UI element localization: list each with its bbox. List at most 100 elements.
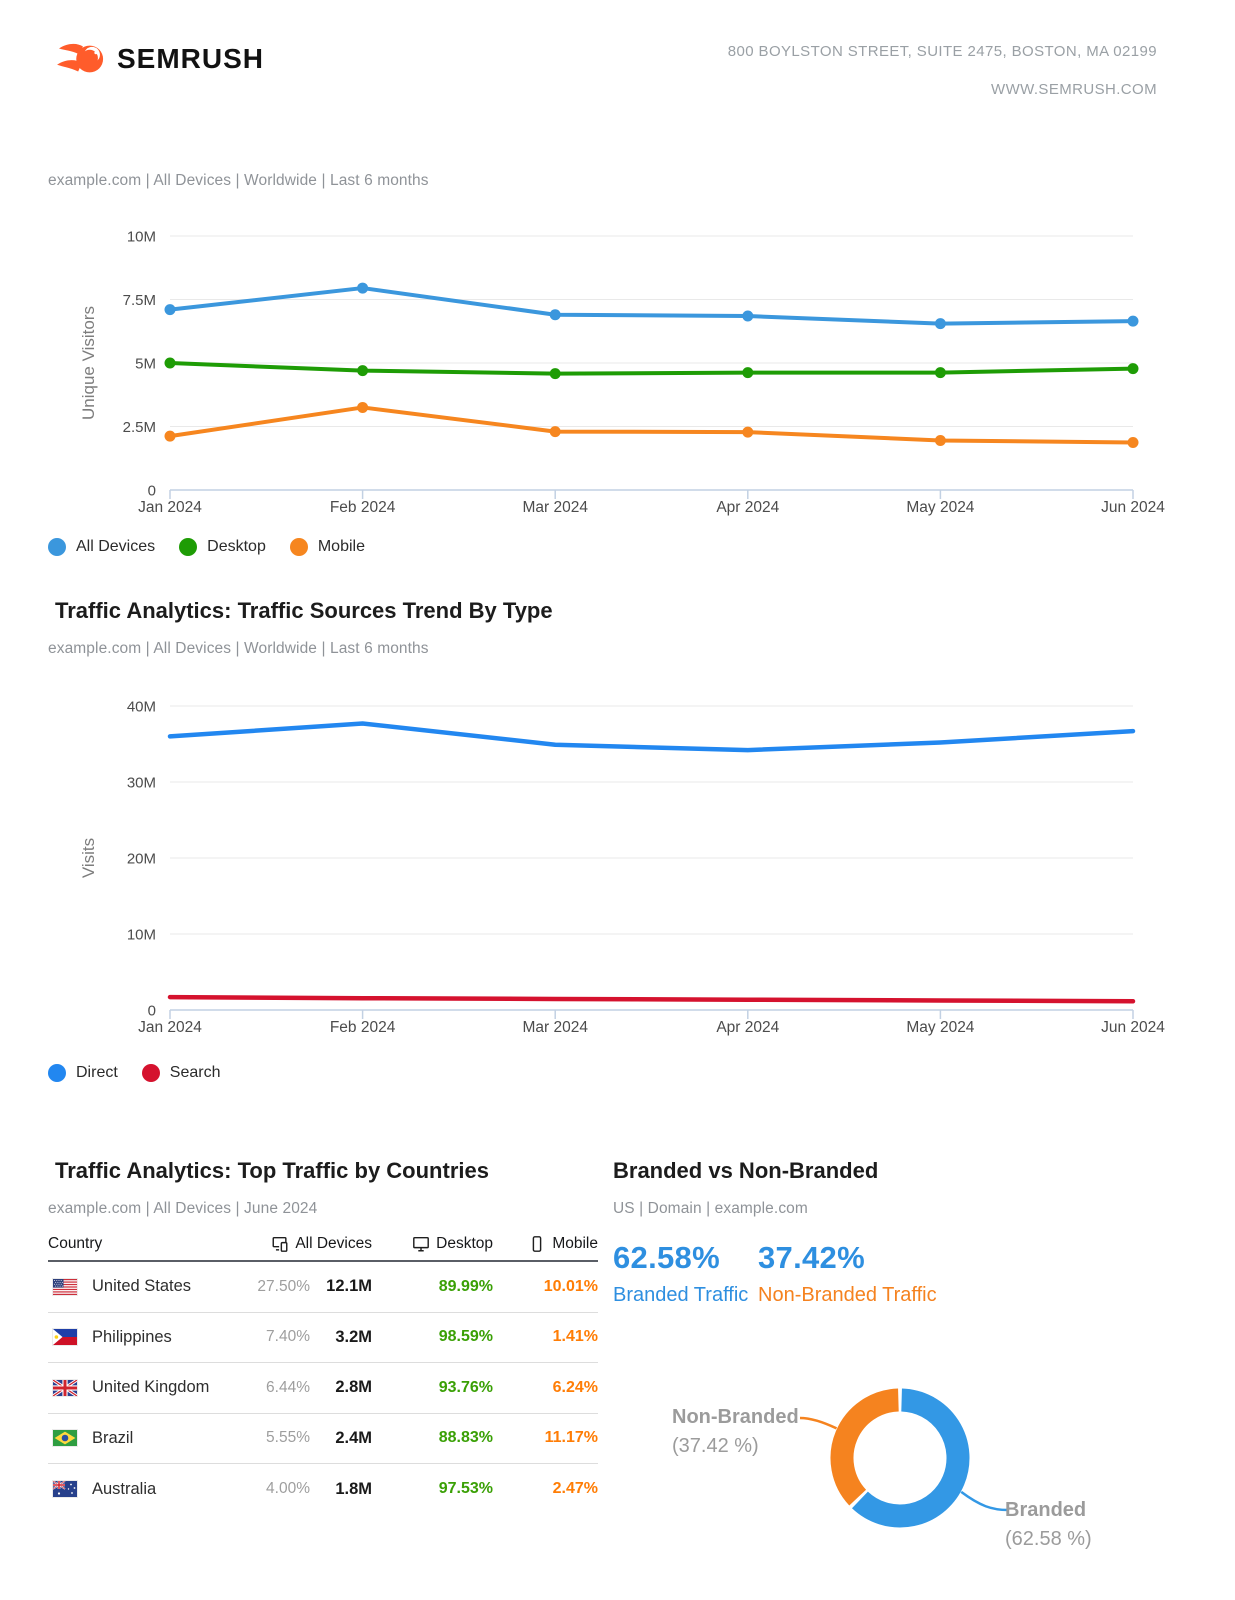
address-line2: WWW.SEMRUSH.COM [991,81,1157,98]
svg-text:0: 0 [148,1002,156,1019]
svg-text:Jan 2024: Jan 2024 [138,499,202,516]
semrush-logo: SEMRUSH [57,36,264,82]
legend-dot-icon [179,538,198,556]
all-devices-visits: 12.1M [326,1277,372,1296]
svg-text:30M: 30M [127,774,156,791]
unique-visitors-line-chart: 0 2.5M 5M 7.5M 10M Unique Visitors Jan 2024 Feb… [79,228,1165,516]
company-address: 800 BOYLSTON STREET, SUITE 2475, BOSTON,… [728,33,1157,109]
unique-visitors-subtitle: example.com | All Devices | Worldwide | … [48,172,429,189]
all-devices-share: 5.55% [266,1429,310,1447]
donut-nonbranded-name: Non-Branded [672,1406,799,1428]
legend-item: All Devices [48,538,155,556]
svg-text:Jun 2024: Jun 2024 [1101,1019,1165,1036]
svg-text:Visits: Visits [79,838,98,878]
flag-uk-icon [53,1379,77,1396]
donut-label-nonbranded: Non-Branded (37.42 %) [672,1403,799,1461]
country-name: Brazil [92,1428,134,1447]
legend-label: All Devices [76,538,156,555]
branded-traffic-label: Branded Traffic [613,1284,749,1306]
flag-au-icon [53,1481,77,1498]
branded-subtitle: US | Domain | example.com [613,1200,808,1217]
branded-percentage: 62.58% [613,1240,720,1275]
traffic-sources-line-chart: 0 10M 20M 30M 40M Visits Jan 2024 Feb 2024 Mar 2… [79,698,1165,1036]
svg-text:Apr 2024: Apr 2024 [716,499,779,516]
top-countries-title: Traffic Analytics: Top Traffic by Countr… [55,1158,489,1183]
svg-text:Unique Visitors: Unique Visitors [79,306,98,420]
svg-text:Feb 2024: Feb 2024 [330,499,396,516]
unique-visitors-legend: All Devices Desktop Mobile [48,538,365,556]
top-countries-subtitle: example.com | All Devices | June 2024 [48,1200,318,1217]
legend-dot-icon [289,538,308,556]
legend-label: Desktop [207,538,266,555]
svg-text:0: 0 [148,482,156,499]
table-row-philippines: Philippines 7.40% 3.2M 98.59% 1.41% [48,1313,598,1363]
desktop-share: 98.59% [438,1328,493,1346]
donut-nonbranded-value: (37.42 %) [672,1435,759,1457]
svg-text:7.5M: 7.5M [123,292,156,309]
traffic-sources-subtitle: example.com | All Devices | Worldwide | … [48,640,429,657]
nonbranded-percentage: 37.42% [758,1240,865,1275]
svg-text:Apr 2024: Apr 2024 [716,1019,779,1036]
country-name: United States [92,1277,192,1296]
table-row-united-kingdom: United Kingdom 6.44% 2.8M 93.76% 6.24% [48,1363,598,1414]
svg-text:Mar 2024: Mar 2024 [522,499,588,516]
legend-item: Direct [48,1064,118,1082]
desktop-icon [412,1235,430,1253]
legend-item: Mobile [289,538,365,556]
flag-us-icon [53,1278,77,1295]
all-devices-visits: 1.8M [335,1479,372,1498]
legend-label: Mobile [317,538,365,555]
all-devices-share: 27.50% [257,1277,310,1295]
traffic-sources-title: Traffic Analytics: Traffic Sources Trend… [55,598,553,623]
column-desktop: Desktop [372,1235,493,1253]
mobile-share: 6.24% [552,1378,598,1396]
country-name: United Kingdom [92,1378,210,1397]
mobile-share: 2.47% [552,1480,598,1498]
svg-text:May 2024: May 2024 [906,499,974,516]
column-all-devices: All Devices [238,1235,372,1253]
flag-ph-icon [53,1329,77,1346]
semrush-flame-icon [57,36,107,82]
legend-dot-icon [141,1064,160,1082]
desktop-share: 97.53% [438,1480,493,1498]
svg-text:2.5M: 2.5M [123,419,156,436]
donut-branded-value: (62.58 %) [1005,1528,1092,1550]
country-name: Australia [92,1479,157,1498]
donut-label-branded: Branded (62.58 %) [1005,1496,1092,1554]
svg-text:May 2024: May 2024 [906,1019,974,1036]
all-devices-visits: 2.8M [335,1378,372,1397]
traffic-sources-legend: Direct Search [48,1064,220,1082]
all-devices-share: 6.44% [266,1378,310,1396]
mobile-icon [528,1235,546,1253]
all-devices-visits: 2.4M [335,1428,372,1447]
legend-item: Desktop [179,538,266,556]
svg-text:Feb 2024: Feb 2024 [330,1019,396,1036]
countries-table: Country All Devices [48,1228,598,1515]
mobile-share: 10.01% [543,1277,598,1295]
column-country: Country [48,1235,103,1252]
column-desktop-label: Desktop [436,1235,493,1252]
table-row-united-states: United States 27.50% 12.1M 89.99% 10.01% [48,1262,598,1313]
column-mobile-label: Mobile [552,1235,598,1252]
mobile-share: 1.41% [552,1328,598,1346]
legend-item: Search [141,1064,221,1082]
svg-text:40M: 40M [127,698,156,715]
branded-stat: 62.58% Branded Traffic [613,1240,758,1307]
branded-title: Branded vs Non-Branded [613,1158,879,1183]
svg-text:20M: 20M [127,850,156,867]
legend-label: Direct [76,1064,118,1081]
column-all-devices-label: All Devices [295,1235,372,1252]
nonbranded-traffic-label: Non-Branded Traffic [758,1284,937,1306]
svg-text:Jan 2024: Jan 2024 [138,1019,202,1036]
flag-br-icon [53,1430,77,1447]
desktop-share: 88.83% [438,1429,493,1447]
desktop-share: 93.76% [438,1378,493,1396]
mobile-share: 11.17% [544,1429,598,1447]
country-name: Philippines [92,1327,172,1346]
address-line1: 800 BOYLSTON STREET, SUITE 2475, BOSTON,… [727,43,1157,60]
legend-label: Search [169,1064,221,1081]
nonbranded-stat: 37.42% Non-Branded Traffic [758,1240,937,1307]
column-mobile: Mobile [493,1235,598,1253]
desktop-share: 89.99% [438,1277,493,1295]
legend-dot-icon [48,538,66,556]
